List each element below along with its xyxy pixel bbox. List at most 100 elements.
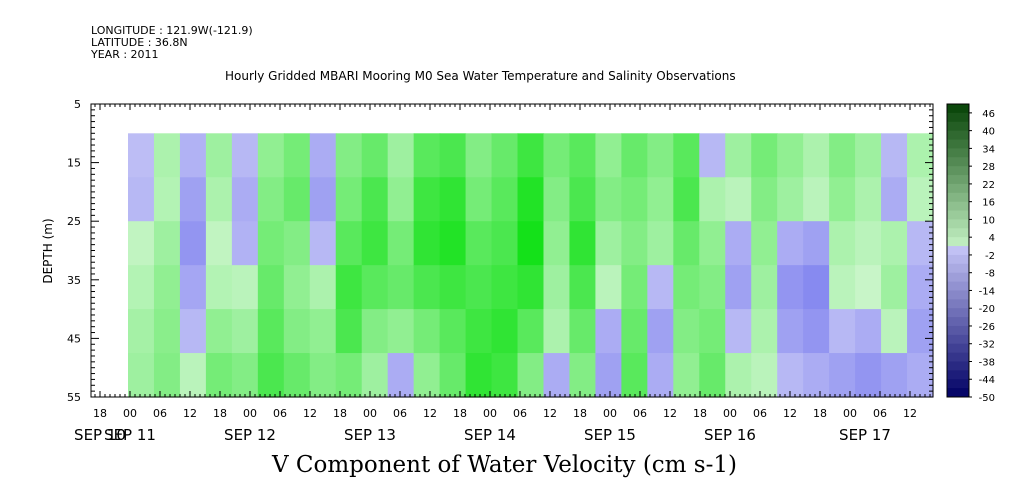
heatmap-cell	[699, 265, 726, 310]
heatmap-cell	[439, 265, 467, 310]
colorbar-swatch	[947, 388, 969, 398]
heatmap-cell	[283, 221, 311, 266]
colorbar-swatch	[947, 228, 969, 238]
heatmap-cell	[647, 221, 674, 266]
heatmap-cell	[647, 133, 674, 178]
x-hour-label: 18	[573, 407, 587, 420]
heatmap-cell	[491, 177, 519, 222]
heatmap-cell	[803, 265, 830, 310]
heatmap-cell	[907, 177, 934, 222]
heatmap-cell	[128, 133, 155, 178]
y-tick-label: 55	[67, 391, 81, 404]
colorbar-swatch	[947, 104, 969, 114]
heatmap-cell	[517, 353, 545, 398]
x-hour-label: 06	[153, 407, 167, 420]
x-axis-caption: V Component of Water Velocity (cm s-1)	[272, 452, 737, 478]
heatmap-cell	[829, 221, 856, 266]
colorbar-swatch	[947, 379, 969, 389]
heatmap-cell	[647, 265, 674, 310]
longitude-label: LONGITUDE : 121.9W(-121.9)	[91, 24, 253, 37]
heatmap-cell	[725, 309, 752, 354]
heatmap-cell	[881, 353, 908, 398]
colorbar-label: 40	[982, 127, 995, 138]
y-tick-label: 45	[67, 332, 81, 345]
heatmap-cell	[413, 309, 441, 354]
heatmap-cell	[855, 353, 882, 398]
heatmap-cells	[128, 133, 934, 398]
colorbar-label: -38	[979, 357, 995, 368]
heatmap-cell	[335, 221, 363, 266]
heatmap-cell	[595, 133, 622, 178]
colorbar-swatch	[947, 343, 969, 354]
colorbar-frame	[946, 103, 970, 398]
heatmap-cell	[543, 221, 571, 266]
heatmap-cell	[179, 133, 207, 178]
heatmap-cell	[855, 177, 882, 222]
colorbar-swatch	[947, 237, 969, 247]
heatmap-cell	[283, 133, 311, 178]
heatmap-cell	[335, 309, 363, 354]
colorbar-label: -14	[979, 286, 995, 297]
x-hour-label: 18	[693, 407, 707, 420]
y-tick-label: 25	[67, 215, 81, 228]
heatmap-cell	[205, 353, 233, 398]
heatmap-cell	[439, 221, 467, 266]
heatmap-cell	[543, 353, 571, 398]
heatmap-cell	[231, 221, 259, 266]
colorbar-swatch	[947, 263, 969, 274]
y-tick-label: 5	[74, 98, 81, 111]
heatmap-cell	[569, 133, 597, 178]
plot-area	[90, 103, 934, 398]
heatmap-cell	[543, 177, 571, 222]
heatmap-cell	[595, 309, 622, 354]
heatmap-cell	[205, 177, 233, 222]
y-axis: 5 15 25 35 45 55	[67, 98, 933, 404]
heatmap-cell	[309, 309, 337, 354]
heatmap-cell	[491, 133, 519, 178]
x-hour-label: 12	[183, 407, 197, 420]
heatmap-cell	[907, 133, 934, 178]
x-hour-label: 00	[123, 407, 137, 420]
heatmap-cell	[621, 133, 648, 178]
heatmap-cell	[179, 309, 207, 354]
heatmap-cell	[543, 309, 571, 354]
heatmap-cell	[465, 309, 493, 354]
colorbar-label: 10	[982, 215, 995, 226]
heatmap-cell	[309, 221, 337, 266]
heatmap-cell	[517, 309, 545, 354]
heatmap-cell	[465, 133, 493, 178]
heatmap-cell	[647, 309, 674, 354]
heatmap-cell	[907, 221, 934, 266]
colorbar-label: 28	[982, 162, 995, 173]
heatmap-cell	[283, 177, 311, 222]
heatmap-cell	[751, 221, 778, 266]
heatmap-cell	[777, 265, 804, 310]
heatmap-cell	[257, 221, 285, 266]
heatmap-cell	[803, 309, 830, 354]
heatmap-cell	[153, 221, 181, 266]
heatmap-cell	[595, 221, 622, 266]
colorbar-swatch	[947, 210, 969, 220]
heatmap-cell	[621, 221, 648, 266]
heatmap-cell	[361, 265, 389, 310]
heatmap-cell	[231, 265, 259, 310]
x-date-label: SEP 16	[704, 426, 756, 444]
colorbar-swatch	[947, 112, 969, 123]
heatmap-cell	[257, 177, 285, 222]
x-hour-label: 18	[333, 407, 347, 420]
x-hour-label: 18	[93, 407, 107, 420]
x-hour-label: 06	[633, 407, 647, 420]
colorbar-swatch	[947, 183, 969, 194]
heatmap-cell	[153, 353, 181, 398]
heatmap-cell	[803, 177, 830, 222]
colorbar-swatch	[947, 308, 969, 318]
x-hour-label: 06	[873, 407, 887, 420]
heatmap-cell	[153, 265, 181, 310]
heatmap-cell	[673, 133, 700, 178]
heatmap-cell	[439, 353, 467, 398]
colorbar-swatch	[947, 370, 969, 380]
heatmap-cell	[128, 353, 155, 398]
x-hour-label: 12	[783, 407, 797, 420]
heatmap-cell	[413, 133, 441, 178]
